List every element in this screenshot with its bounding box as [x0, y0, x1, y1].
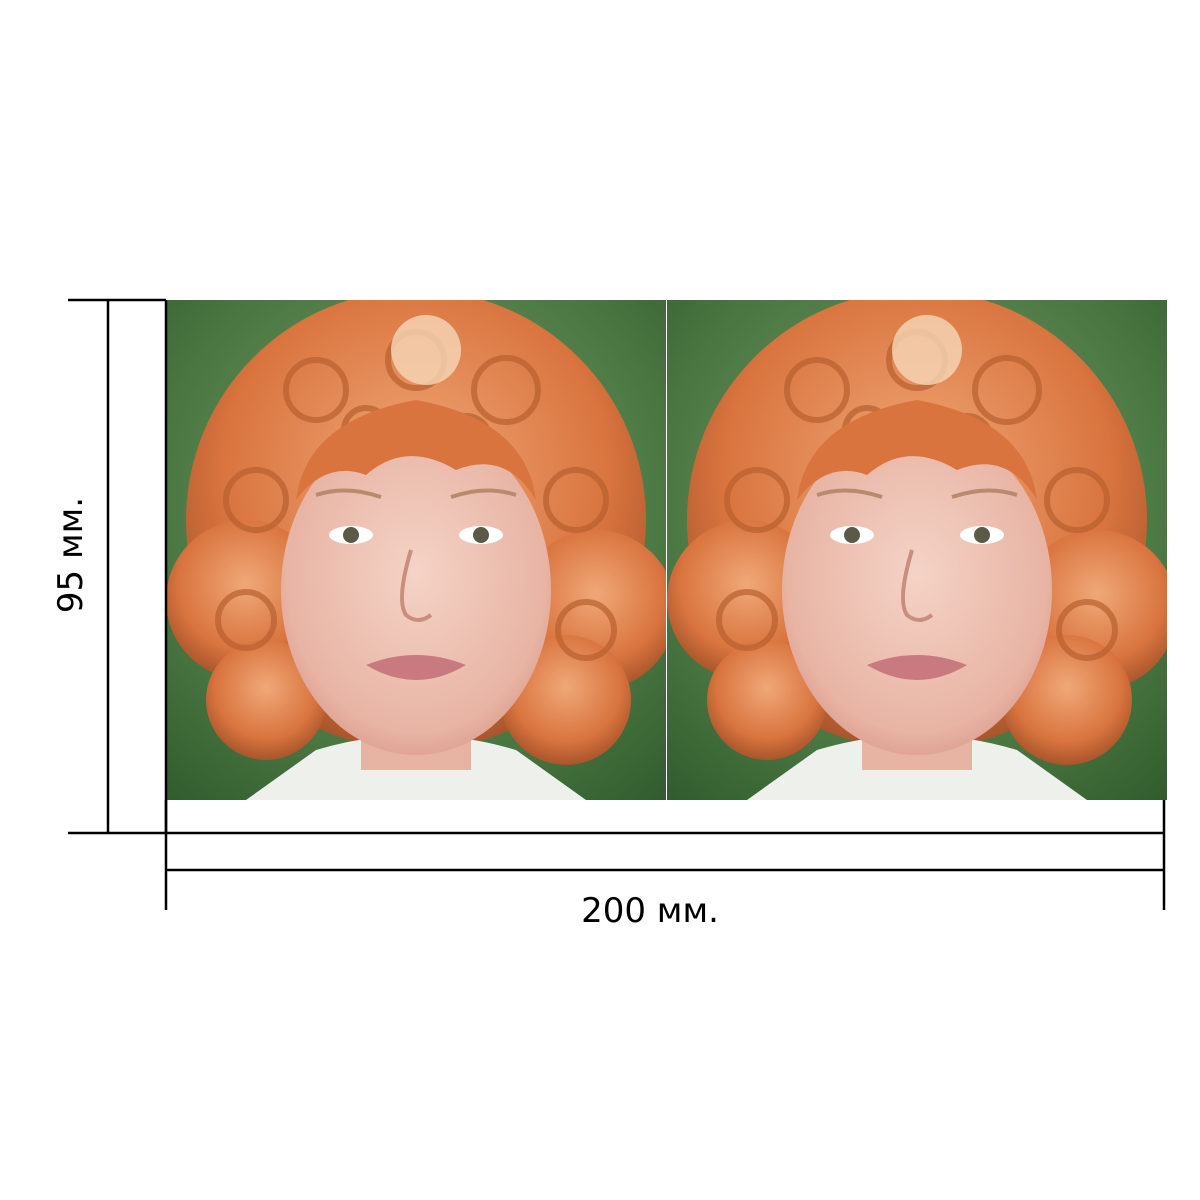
- height-dimension: [68, 298, 168, 835]
- photo: [166, 290, 676, 800]
- height-label: 95 мм.: [51, 497, 91, 613]
- width-label: 200 мм.: [581, 891, 719, 931]
- width-dimension: [164, 800, 1166, 910]
- photo: [667, 290, 1177, 800]
- photos: [166, 290, 1177, 800]
